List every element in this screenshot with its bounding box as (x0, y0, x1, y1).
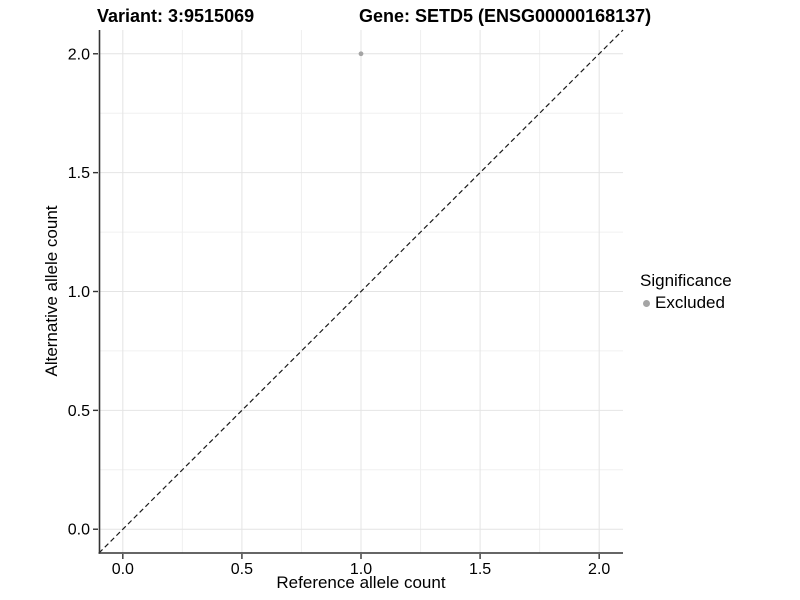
y-tick-label: 0.0 (68, 522, 90, 539)
y-tick-label: 0.5 (68, 403, 90, 420)
y-axis-title: Alternative allele count (42, 205, 61, 377)
y-tick-label: 2.0 (68, 46, 90, 63)
legend-title: Significance (640, 271, 732, 290)
x-axis-title: Reference allele count (276, 573, 446, 592)
x-tick-label: 0.0 (112, 561, 134, 578)
x-tick-label: 0.5 (231, 561, 253, 578)
x-tick-label: 1.5 (469, 561, 491, 578)
variant-title: Variant: 3:9515069 (97, 6, 255, 26)
identity-line (98, 29, 624, 554)
excluded-point-icon (643, 299, 650, 307)
x-tick-label: 1.0 (350, 561, 372, 578)
legend: Significance Excluded (640, 271, 732, 313)
y-tick-label: 1.0 (68, 284, 90, 301)
x-tick-label: 2.0 (588, 561, 610, 578)
gene-title: Gene: SETD5 (ENSG00000168137) (359, 6, 652, 26)
y-tick-label: 1.5 (68, 165, 90, 182)
data-point (358, 51, 364, 57)
legend-item-excluded: Excluded (640, 293, 732, 313)
legend-item-label: Excluded (655, 293, 725, 312)
